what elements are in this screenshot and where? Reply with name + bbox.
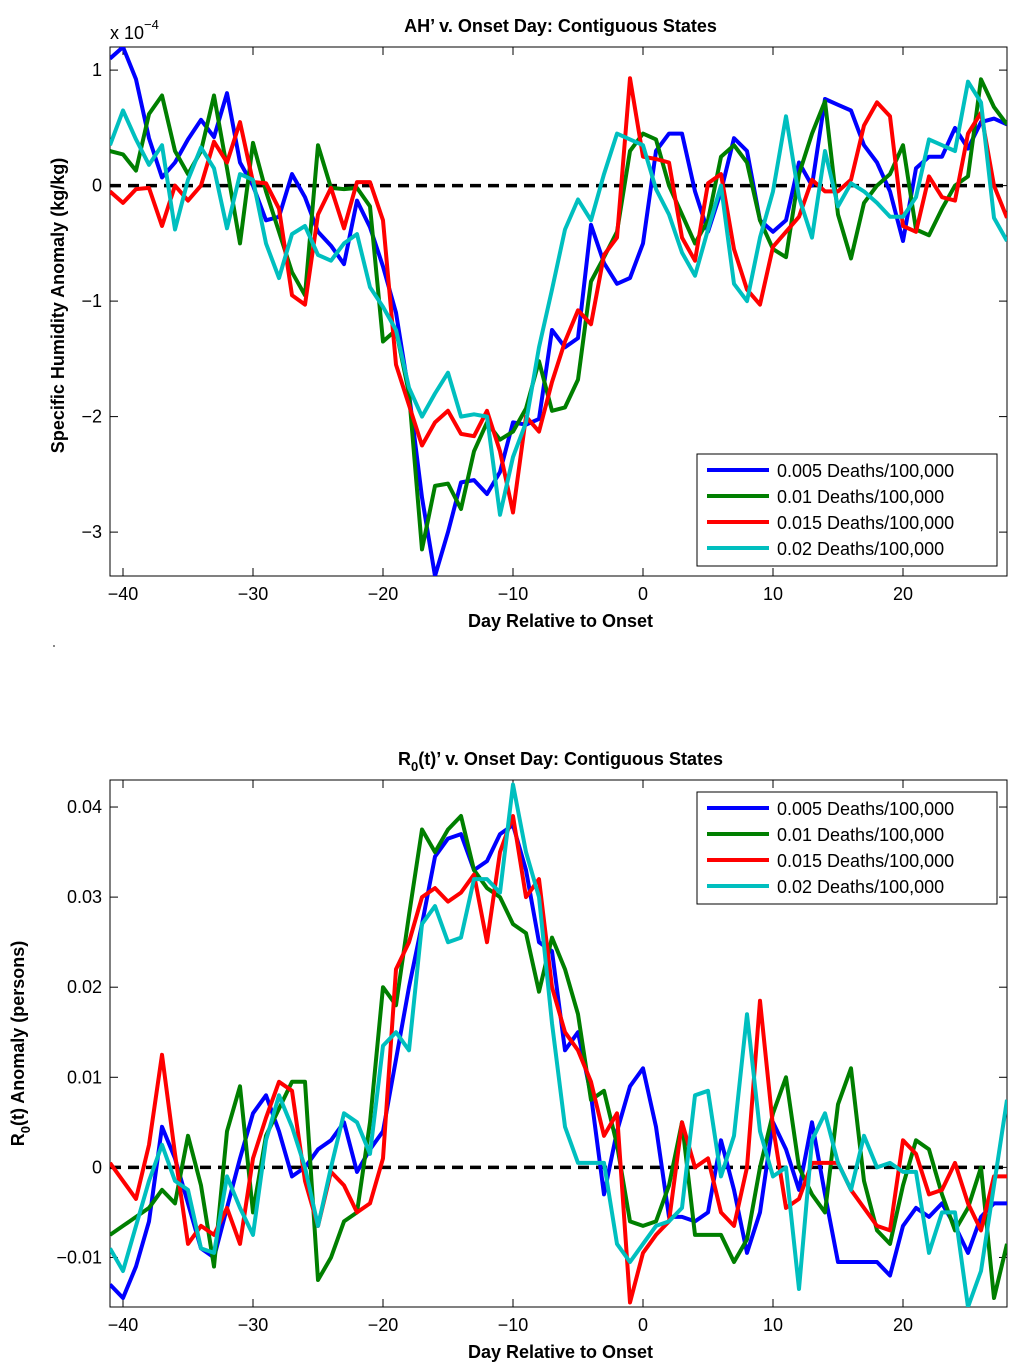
series-line-1 [110, 823, 1007, 1300]
series-line-3 [110, 814, 1007, 1305]
legend-label: 0.005 Deaths/100,000 [777, 799, 954, 819]
legend-label: 0.02 Deaths/100,000 [777, 877, 944, 897]
exponent-power: −4 [144, 17, 159, 32]
x-tick-label: 0 [638, 1315, 648, 1335]
series-line-3 [110, 76, 1007, 515]
y-tick-label: 0.02 [67, 977, 102, 997]
ylabel-subscript: 0 [18, 1126, 33, 1133]
x-tick-label: 20 [893, 584, 913, 604]
y-tick-label: −0.01 [56, 1247, 102, 1267]
legend-label: 0.01 Deaths/100,000 [777, 825, 944, 845]
ylabel-main: R [8, 1133, 28, 1146]
title-main: R [398, 749, 411, 769]
title-rest: (t)’ v. Onset Day: Contiguous States [418, 749, 723, 769]
x-tick-label: 10 [763, 1315, 783, 1335]
legend-label: 0.02 Deaths/100,000 [777, 539, 944, 559]
y-tick-label: −2 [81, 407, 102, 427]
legend-label: 0.015 Deaths/100,000 [777, 851, 954, 871]
legend-label: 0.005 Deaths/100,000 [777, 461, 954, 481]
y-tick-label: 0.01 [67, 1067, 102, 1087]
x-tick-label: −30 [238, 1315, 269, 1335]
y-tick-label: 0 [92, 176, 102, 196]
legend: 0.005 Deaths/100,000 0.01 Deaths/100,000 0… [696, 453, 998, 567]
x-tick-label: −20 [368, 1315, 399, 1335]
series-line-2 [110, 77, 1007, 552]
y-tick-label: −1 [81, 291, 102, 311]
y-tick-label: 0 [92, 1157, 102, 1177]
y-tick-label: −3 [81, 522, 102, 542]
ylabel-rest: (t) Anomaly (persons) [8, 941, 28, 1126]
legend-label: 0.01 Deaths/100,000 [777, 487, 944, 507]
x-tick-label: 0 [638, 584, 648, 604]
x-axis-label: Day Relative to Onset [468, 1342, 653, 1362]
y-axis-label: R0(t) Anomaly (persons) [8, 941, 33, 1147]
y-tick-label: 0.04 [67, 797, 102, 817]
y-exponent-label: x 10−4 [110, 17, 159, 43]
plot-frame [109, 779, 1008, 1308]
legend: 0.005 Deaths/100,000 0.01 Deaths/100,000 0… [696, 791, 998, 905]
y-axis-label: Specific Humidity Anomaly (kg/kg) [48, 158, 68, 453]
x-tick-label: 20 [893, 1315, 913, 1335]
plot-frame [109, 46, 1008, 577]
x-tick-label: −30 [238, 584, 269, 604]
x-tick-label: −40 [108, 584, 139, 604]
series-line-4 [110, 782, 1007, 1307]
chart-title: R0(t)’ v. Onset Day: Contiguous States [398, 749, 723, 774]
title-subscript: 0 [411, 759, 418, 774]
legend-label: 0.015 Deaths/100,000 [777, 513, 954, 533]
x-tick-label: −10 [498, 584, 529, 604]
stray-dot [53, 645, 55, 647]
x-tick-label: −10 [498, 1315, 529, 1335]
y-tick-label: 0.03 [67, 887, 102, 907]
x-tick-label: −20 [368, 584, 399, 604]
y-tick-label: 1 [92, 60, 102, 80]
series-line-4 [110, 79, 1007, 517]
x-tick-label: −40 [108, 1315, 139, 1335]
chart-panel-2: −40 −30 −20 −10 0 10 20 −0.01 0 0.01 0.02 0.03 0.04 0… [8, 749, 1008, 1362]
x-tick-label: 10 [763, 584, 783, 604]
chart-title: AH’ v. Onset Day: Contiguous States [404, 16, 717, 36]
x-axis-label: Day Relative to Onset [468, 611, 653, 631]
exponent-base: x 10 [110, 23, 144, 43]
